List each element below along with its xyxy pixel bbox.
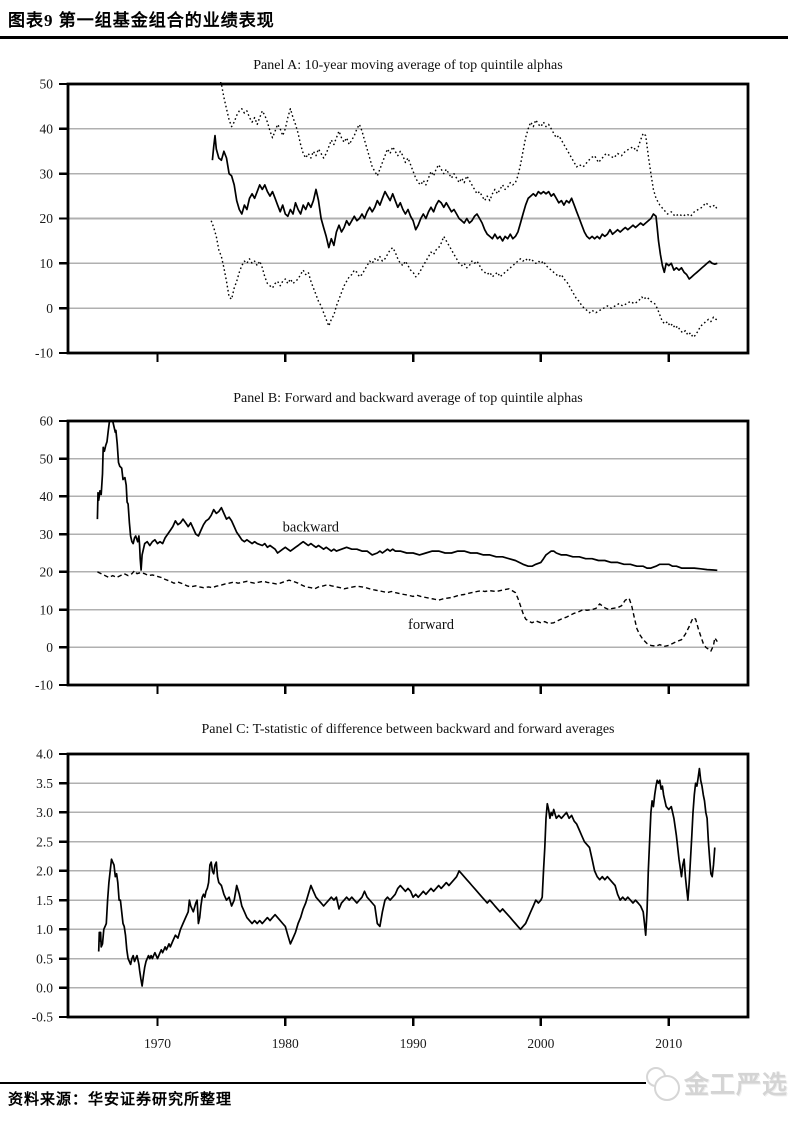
backward-line — [96, 420, 718, 572]
panda-logo-icon — [644, 1065, 684, 1101]
y-tick-label: 2.0 — [36, 864, 53, 879]
y-tick-label: 10 — [40, 256, 54, 271]
y-tick-label: 0 — [46, 301, 53, 316]
y-tick-label: 0.5 — [36, 951, 53, 966]
y-tick-label: 30 — [40, 527, 54, 542]
panel-c-title: Panel C: T-statistic of difference betwe… — [201, 722, 615, 737]
y-tick-label: 30 — [40, 166, 54, 181]
y-tick-label: 40 — [40, 122, 54, 137]
upper-band-line — [219, 82, 718, 218]
average-line — [211, 134, 718, 280]
y-tick-label: 1.0 — [36, 922, 53, 937]
x-tick-label: 1970 — [144, 1036, 171, 1051]
y-tick-label: 20 — [40, 211, 54, 226]
y-tick-label: 50 — [40, 77, 54, 92]
figure-title: 图表9 第一组基金组合的业绩表现 — [8, 11, 275, 30]
y-tick-label: 20 — [40, 565, 54, 580]
lower-band-line — [210, 220, 718, 338]
brand-watermark: 金工严选 — [644, 1060, 788, 1106]
y-tick-label: 4.0 — [36, 747, 53, 762]
panel-a-title: Panel A: 10-year moving average of top q… — [253, 58, 563, 73]
series-label-forward: forward — [408, 617, 455, 633]
panel-c-chart: -0.5 0.0 0.5 1.0 1.5 2.0 2.5 3.0 3.5 4.0 1970 1980 1… — [32, 747, 750, 1051]
t-statistic-line — [97, 767, 716, 987]
y-tick-label: -10 — [35, 678, 53, 693]
y-tick-label: 0 — [46, 640, 53, 655]
y-tick-label: 0.0 — [36, 981, 53, 996]
x-tick-label: 2000 — [527, 1036, 554, 1051]
y-tick-label: -10 — [35, 346, 53, 361]
panel-a-chart: -10 0 10 20 30 40 50 — [35, 77, 750, 362]
brand-watermark-text: 金工严选 — [683, 1072, 788, 1099]
y-tick-label: 60 — [40, 414, 54, 429]
panel-b-title: Panel B: Forward and backward average of… — [233, 391, 583, 406]
source-note: 资料来源：华安证券研究所整理 — [8, 1092, 233, 1108]
y-tick-label: -0.5 — [32, 1010, 54, 1025]
series-label-backward: backward — [283, 520, 340, 536]
x-tick-label: 1980 — [272, 1036, 299, 1051]
x-tick-label: 1990 — [400, 1036, 427, 1051]
y-tick-label: 3.0 — [36, 805, 53, 820]
y-tick-label: 40 — [40, 489, 54, 504]
plot-frame — [66, 752, 750, 1019]
y-tick-label: 10 — [40, 602, 54, 617]
y-tick-label: 50 — [40, 451, 54, 466]
header-divider — [0, 36, 788, 39]
y-tick-label: 1.5 — [36, 893, 53, 908]
plot-frame — [66, 419, 750, 687]
y-tick-label: 3.5 — [36, 776, 53, 791]
y-tick-label: 2.5 — [36, 834, 53, 849]
x-tick-label: 2010 — [655, 1036, 682, 1051]
forward-line — [97, 569, 718, 652]
panel-b-chart: -10 0 10 20 30 40 50 60 backward forward — [35, 414, 750, 694]
footer-divider — [0, 1082, 788, 1084]
